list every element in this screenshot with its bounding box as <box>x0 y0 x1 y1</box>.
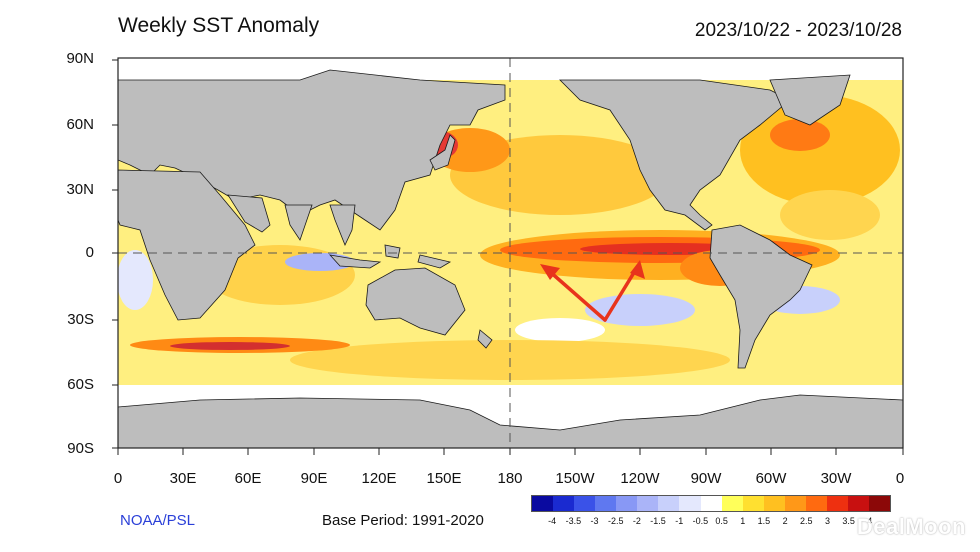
colorbar-swatch <box>553 496 575 511</box>
colorbar-swatch <box>721 496 743 511</box>
north-atlantic-hot <box>770 119 830 151</box>
lat-label-30n: 30N <box>66 181 94 198</box>
colorbar-tick-label: 1.5 <box>757 516 771 526</box>
landmasses <box>118 69 903 448</box>
colorbar-swatch <box>847 496 869 511</box>
colorbar-swatch <box>784 496 806 511</box>
lat-label-60n: 60N <box>66 116 94 133</box>
japan <box>429 134 456 171</box>
colorbar-tick-label: 0.5 <box>715 516 728 526</box>
lon-label-60e: 60E <box>234 470 262 487</box>
lon-label-0-west: 0 <box>113 470 123 487</box>
lat-label-60s: 60S <box>67 376 94 393</box>
arrow-left-shaft <box>546 268 607 322</box>
north-atlantic-warm <box>740 95 900 205</box>
lon-label-90e: 90E <box>300 470 328 487</box>
colorbar-tick-label: 3 <box>824 516 830 526</box>
arctic-white-band <box>118 58 903 80</box>
africa <box>118 169 256 321</box>
colorbar-tick-label: -1.5 <box>650 516 666 526</box>
lat-label-90s: 90S <box>67 440 94 457</box>
axis-ticks <box>112 59 904 455</box>
south-america <box>709 224 813 369</box>
lon-label-120e: 120E <box>361 470 397 487</box>
atlantic-tropic-warm <box>780 190 880 240</box>
eurasia <box>118 69 506 231</box>
antarctica <box>118 394 903 448</box>
arrow-right-head <box>630 260 645 279</box>
lon-label-150e: 150E <box>426 470 462 487</box>
colorbar-tick-label: 1 <box>740 516 746 526</box>
colorbar-tick-label: -2.5 <box>607 516 624 526</box>
lon-label-120w: 120W <box>620 470 660 487</box>
lat-label-90n: 90N <box>66 50 94 67</box>
colorbar-swatch <box>679 496 701 511</box>
colorbar-tick-label: 4 <box>867 516 873 526</box>
colorbar-swatch <box>869 496 891 511</box>
colorbar-tick-label: -0.5 <box>692 516 709 526</box>
lat-label-0: 0 <box>85 244 94 261</box>
colorbar-swatch <box>826 496 848 511</box>
colorbar-tick-label: -2 <box>632 516 641 526</box>
credit-label: NOAA/PSL <box>120 512 196 529</box>
date-range: 2023/10/22 - 2023/10/28 <box>694 20 902 41</box>
colorbar-tick-label: 2.5 <box>800 516 813 526</box>
colorbar-tick-label: -3.5 <box>565 516 582 526</box>
south-pacific-white <box>515 318 605 342</box>
colorbar-swatch <box>574 496 596 511</box>
annotation-arrows <box>546 264 640 322</box>
arabia-india <box>227 194 313 241</box>
west-indian-cool <box>118 250 153 310</box>
colorbar-tick-label: 2 <box>782 516 788 526</box>
colorbar-tick-label: -1 <box>675 516 684 526</box>
lon-label-30e: 30E <box>169 470 197 487</box>
greenland <box>769 74 851 126</box>
colorbar-swatch <box>658 496 680 511</box>
arrow-left-head <box>540 264 560 280</box>
colorbar-swatch <box>805 496 827 511</box>
colorbar-swatch <box>595 496 617 511</box>
colorbar-swatch <box>616 496 638 511</box>
indonesia <box>328 244 452 269</box>
australia <box>365 267 466 336</box>
colorbar-tick-label: 3.5 <box>842 516 855 526</box>
base-period-label: Base Period: 1991-2020 <box>322 512 484 529</box>
map-title: Weekly SST Anomaly <box>118 14 320 37</box>
lon-label-0-east: 0 <box>895 470 905 487</box>
lat-label-30s: 30S <box>67 311 94 328</box>
colorbar <box>531 495 891 512</box>
lon-label-60w: 60W <box>755 470 787 487</box>
colorbar-tick-label: -3 <box>590 516 599 526</box>
lon-label-180: 180 <box>497 470 523 487</box>
colorbar-swatch <box>742 496 764 511</box>
arrow-right-shaft <box>603 264 640 322</box>
colorbar-swatch <box>532 496 554 511</box>
colorbar-swatch <box>763 496 785 511</box>
colorbar-tick-label: -4 <box>548 516 557 526</box>
lon-label-150w: 150W <box>555 470 595 487</box>
lon-label-90w: 90W <box>690 470 722 487</box>
new-zealand <box>477 329 493 349</box>
southern-ocean-band-red <box>170 342 290 350</box>
southeast-asia <box>329 204 356 247</box>
lon-label-30w: 30W <box>820 470 852 487</box>
south-pacific-cool <box>585 294 695 326</box>
watermark: DealMoon <box>856 514 966 539</box>
colorbar-swatch <box>637 496 659 511</box>
colorbar-swatch <box>700 496 722 511</box>
